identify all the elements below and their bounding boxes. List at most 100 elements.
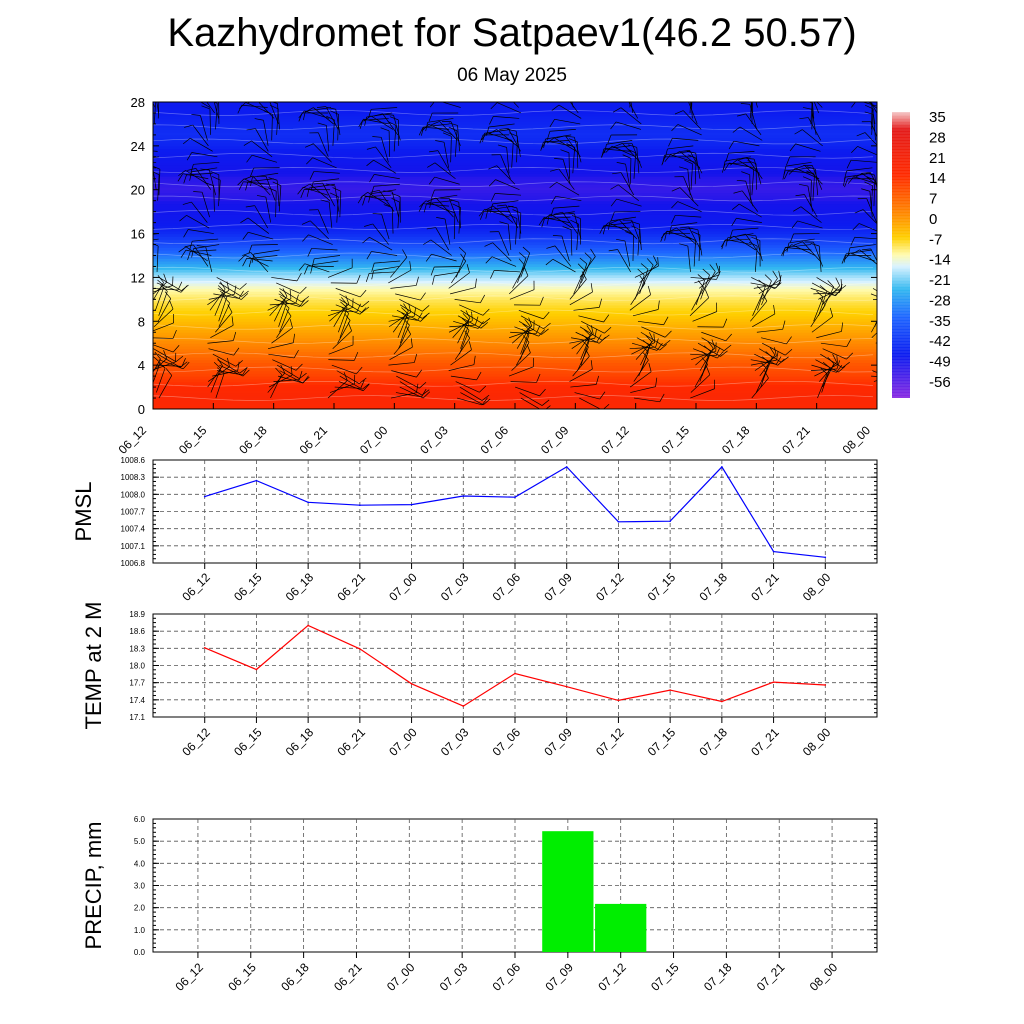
wind-barb	[188, 229, 214, 234]
wind-barb-feather	[791, 220, 798, 229]
wind-barb	[569, 291, 593, 306]
wind-barb-feather	[429, 199, 432, 208]
heat-band	[153, 219, 877, 224]
wind-barb-feather	[782, 320, 786, 330]
wind-barb	[339, 293, 363, 308]
page-title: Kazhydromet for Satpaev1(46.2 50.57)	[167, 11, 857, 55]
wind-barb-feather	[616, 238, 626, 242]
wind-barb-feather	[169, 300, 174, 310]
wind-barb	[374, 260, 401, 264]
wind-barb	[568, 152, 570, 179]
heat-band	[153, 340, 877, 344]
wind-barb-feather	[418, 127, 424, 136]
wind-barb-feather	[421, 389, 430, 396]
wind-barb	[507, 224, 512, 251]
wind-barb-feather	[290, 366, 293, 376]
wind-barb	[312, 260, 339, 266]
heat-band	[153, 244, 877, 248]
pmsl-xtick-06_18: 06_18	[283, 570, 317, 604]
wind-barb	[515, 386, 540, 397]
wind-barb-feather	[300, 189, 305, 198]
wind-barb-feather	[664, 231, 667, 241]
wind-barb-feather	[499, 128, 509, 130]
wind-barb	[487, 205, 514, 211]
wind-barb	[629, 102, 631, 108]
wind-barb-feather	[808, 102, 813, 104]
wind-barb	[305, 107, 332, 112]
heat-band	[153, 134, 877, 139]
wind-barb	[427, 118, 454, 123]
wind-barb	[517, 258, 527, 284]
wind-barb	[633, 397, 660, 403]
heat-band	[153, 313, 877, 317]
wind-barb-feather	[474, 278, 477, 288]
heat-band	[153, 156, 877, 161]
wind-barb	[561, 235, 570, 262]
wind-barb	[191, 201, 208, 223]
wind-barb-feather	[364, 223, 373, 227]
wind-barb-feather	[184, 244, 194, 248]
wind-barb	[207, 340, 234, 344]
pmsl-ytick-1007.7: 1007.7	[121, 508, 146, 517]
wind-barb	[192, 238, 219, 242]
wind-barb-feather	[366, 251, 372, 260]
wind-barb	[338, 381, 364, 392]
wind-barb	[208, 294, 235, 300]
wind-barb-feather	[391, 197, 400, 203]
wind-barb	[785, 167, 811, 172]
wind-barb	[683, 110, 702, 130]
wind-barb	[574, 137, 582, 163]
wind-barb-feather	[481, 394, 490, 401]
temp-xtick-06_15: 06_15	[231, 725, 265, 759]
wind-barb	[332, 119, 335, 146]
wind-barb-feather	[546, 137, 555, 144]
wind-barb	[687, 246, 691, 272]
wind-barb-feather	[302, 376, 310, 384]
wind-barb-feather	[482, 308, 490, 316]
wind-barb	[153, 166, 157, 190]
wind-barb	[366, 112, 393, 118]
heat-band	[153, 121, 877, 125]
wind-barb-feather	[497, 144, 507, 148]
heat-band	[153, 277, 877, 281]
heat-band	[153, 263, 877, 268]
wind-barb	[325, 106, 339, 130]
wind-barb-feather	[309, 171, 315, 180]
heat-band	[153, 115, 877, 120]
wind-barb-feather	[887, 311, 890, 319]
wind-barb	[322, 182, 335, 207]
wind-barb	[757, 285, 766, 311]
wind-barb-feather	[213, 362, 221, 369]
wind-barb-feather	[481, 397, 488, 406]
precip-xtick-07_15: 07_15	[648, 960, 682, 994]
wind-barb	[741, 190, 759, 212]
wind-barb	[153, 156, 159, 158]
temp-point	[462, 705, 465, 707]
wind-barb-feather	[387, 121, 397, 126]
wind-barb-feather	[721, 240, 725, 250]
heat-band	[153, 351, 877, 355]
wind-barb-feather	[238, 290, 244, 299]
wind-barb	[459, 386, 483, 401]
temp-point	[721, 700, 723, 703]
wind-barb-feather	[427, 162, 436, 168]
temp-xtick-06_21: 06_21	[334, 725, 368, 759]
temp-xtick-06_12: 06_12	[179, 725, 213, 759]
wind-barb-feather	[683, 83, 691, 87]
temp-ylabel: TEMP at 2 M	[81, 602, 106, 730]
wind-barb-feather	[660, 233, 665, 242]
wind-barb	[267, 342, 294, 350]
wind-barb-feather	[657, 257, 659, 267]
wind-barb	[578, 315, 604, 323]
wind-barb-feather	[867, 102, 873, 104]
wind-barb	[269, 302, 296, 306]
wind-barb	[454, 299, 481, 304]
wind-barb-feather	[653, 333, 656, 343]
wind-barb	[205, 246, 213, 273]
wind-barb-feather	[362, 196, 366, 206]
wind-barb-feather	[366, 159, 374, 167]
heat-band	[153, 178, 877, 183]
precip-panel: 0.0 1.0 2.0 3.0 4.0 5.0 6.0 06_12 06_15 06_18 06_2…	[81, 815, 878, 994]
wind-barb	[391, 370, 417, 378]
precip-ytick-2.0: 2.0	[134, 904, 146, 913]
